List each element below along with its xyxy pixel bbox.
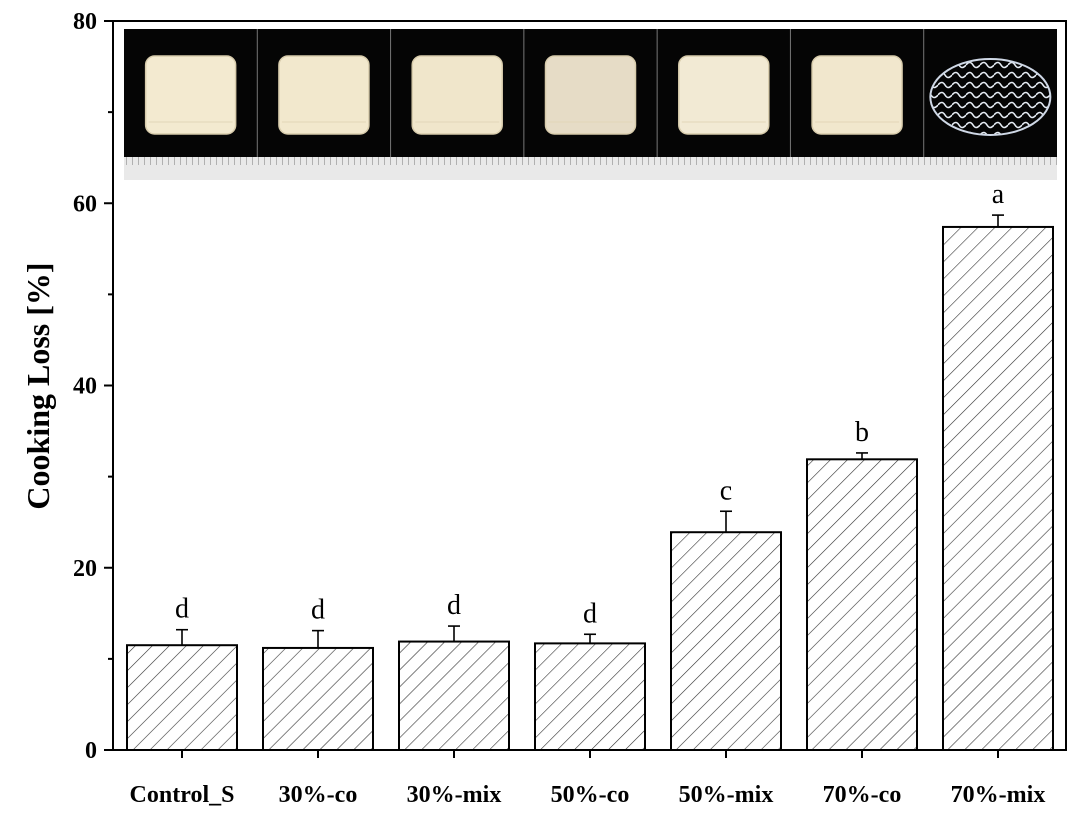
photo-sample-70%-co bbox=[811, 55, 903, 135]
y-axis-title: Cooking Loss [%] bbox=[20, 262, 56, 509]
x-axis: Control_S 30%-co 30%-mix 50%-co 50%-mix 70%-c… bbox=[130, 750, 1046, 808]
x-tick-label-70%-mix: 70%-mix bbox=[951, 782, 1046, 808]
x-tick-label-70%-co: 70%-co bbox=[823, 782, 902, 808]
bar-30%-mix bbox=[398, 640, 510, 752]
bar-series bbox=[126, 225, 1054, 752]
x-tick-label-30%-mix: 30%-mix bbox=[407, 782, 502, 808]
significance-70%-co: b bbox=[855, 417, 869, 448]
photo-sample-Control_S bbox=[144, 55, 237, 135]
y-tick-label: 80 bbox=[73, 9, 97, 35]
bar-70%-mix bbox=[942, 225, 1054, 751]
y-tick-label: 40 bbox=[73, 374, 97, 400]
photo-sample-30%-mix bbox=[411, 55, 503, 135]
y-tick-label: 20 bbox=[73, 556, 97, 582]
significance-30%-co: d bbox=[311, 595, 325, 626]
y-axis: 0 20 40 60 80 bbox=[73, 9, 113, 764]
significance-50%-mix: c bbox=[720, 475, 732, 506]
sample-photo-strip bbox=[124, 29, 1057, 180]
bar-30%-co bbox=[262, 646, 374, 751]
significance-50%-co: d bbox=[583, 598, 597, 629]
significance-letters: d d d d c b a bbox=[175, 179, 1005, 629]
x-tick-label-30%-co: 30%-co bbox=[279, 782, 358, 808]
photo-sample-30%-co bbox=[278, 55, 370, 135]
significance-Control_S: d bbox=[175, 594, 189, 625]
y-tick-label: 60 bbox=[73, 191, 97, 217]
bar-50%-mix bbox=[670, 531, 782, 751]
significance-30%-mix: d bbox=[447, 590, 461, 621]
photo-sample-50%-co bbox=[544, 55, 637, 135]
significance-70%-mix: a bbox=[992, 179, 1005, 210]
error-bars bbox=[176, 214, 1004, 648]
photo-sample-50%-mix bbox=[678, 55, 770, 135]
photo-strip-ruler bbox=[124, 157, 1057, 180]
x-tick-label-50%-mix: 50%-mix bbox=[679, 782, 774, 808]
bar-50%-co bbox=[534, 642, 646, 751]
bar-Control_S bbox=[126, 644, 238, 751]
photo-sample-70%-mix bbox=[929, 58, 1052, 136]
bar-70%-co bbox=[806, 458, 918, 751]
y-tick-label: 0 bbox=[85, 738, 97, 764]
x-tick-label-50%-co: 50%-co bbox=[551, 782, 630, 808]
x-tick-label-Control_S: Control_S bbox=[130, 782, 235, 808]
